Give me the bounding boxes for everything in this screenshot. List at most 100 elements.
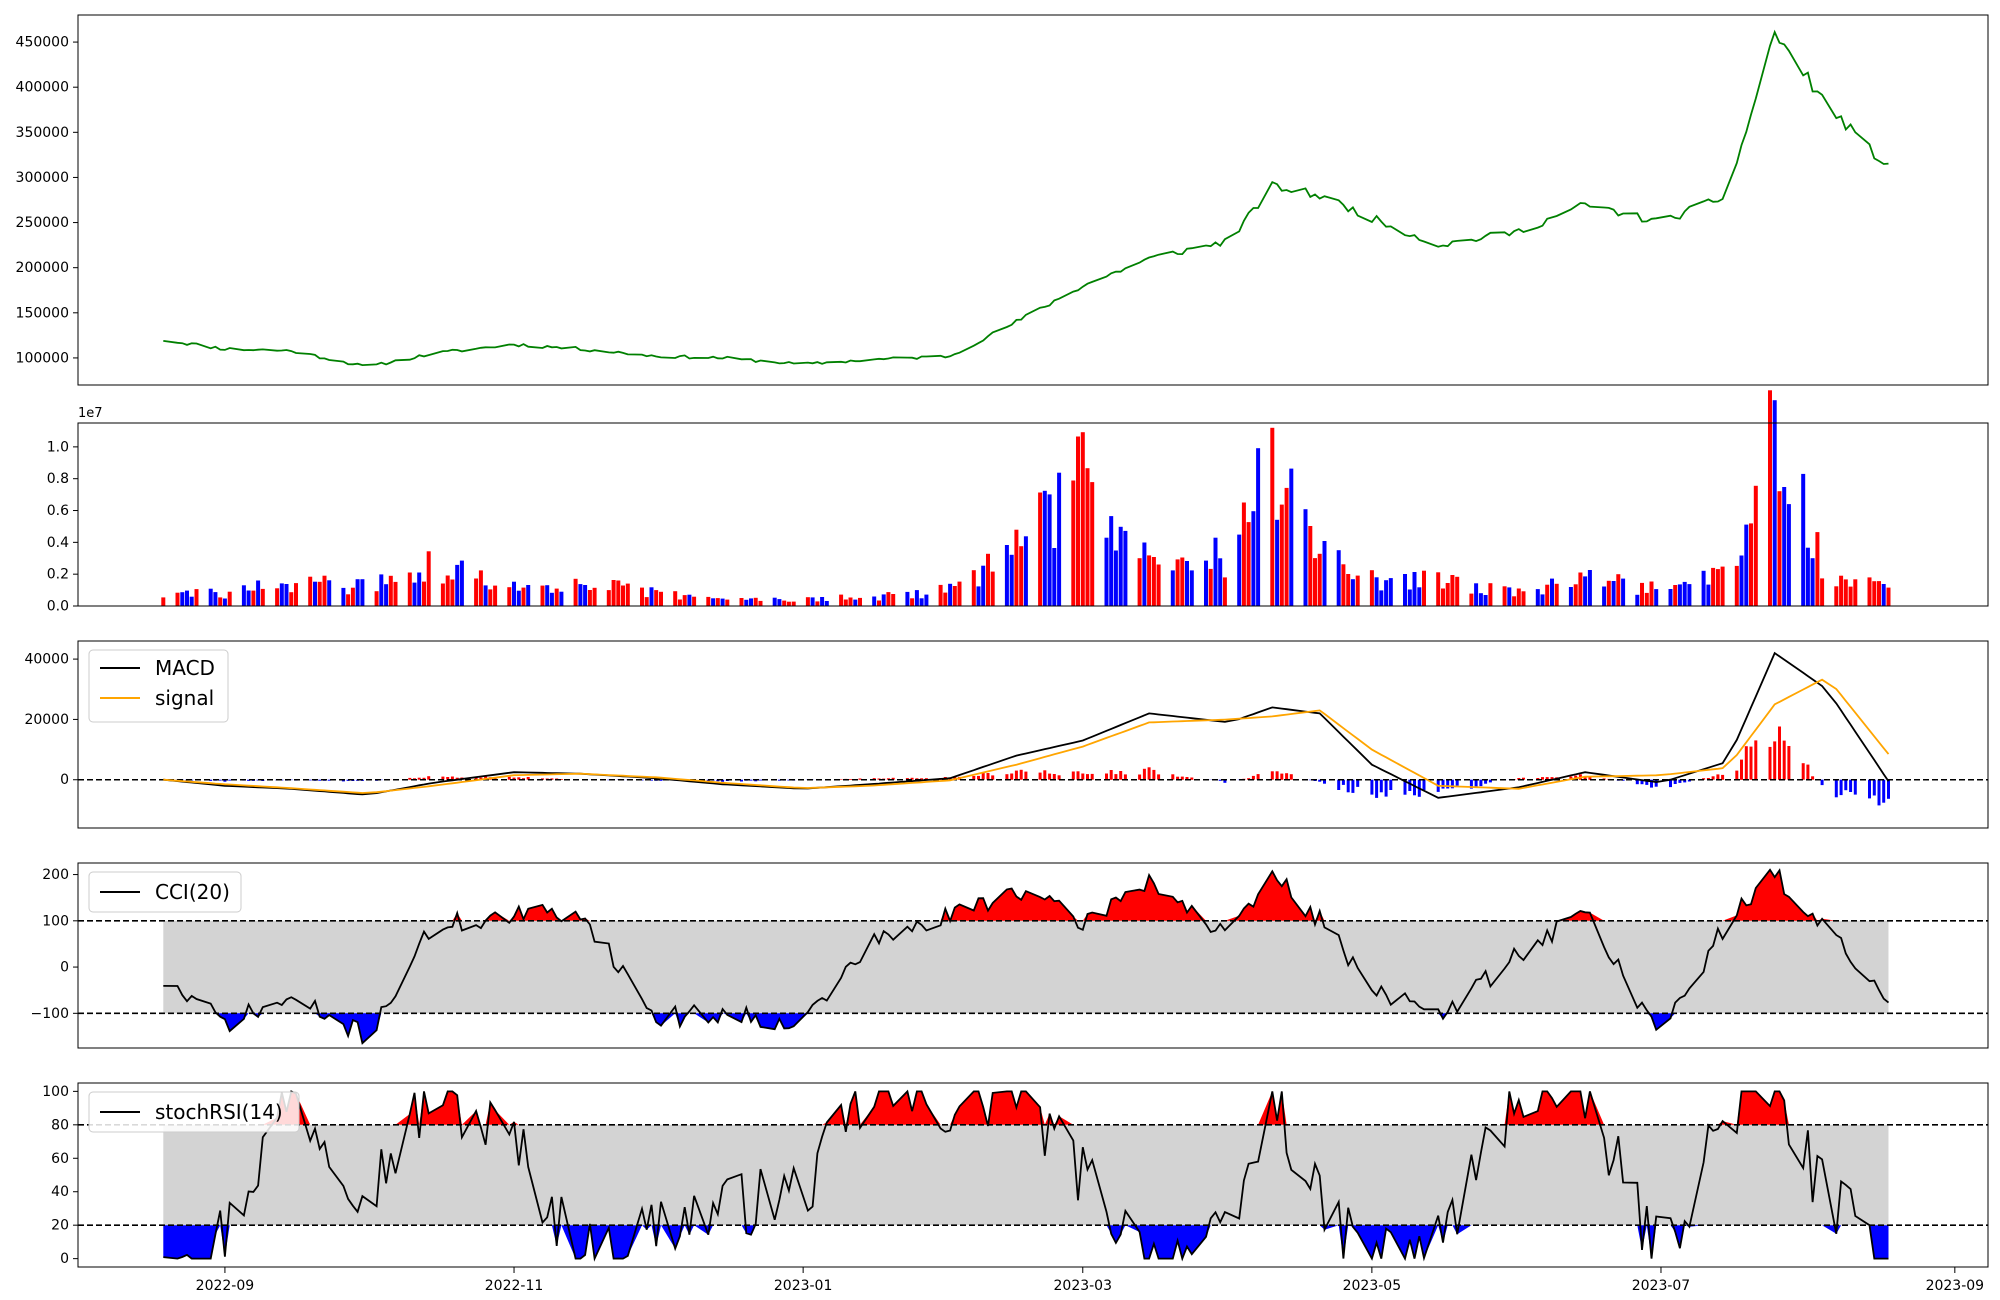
volume-bar (256, 580, 261, 606)
volume-bar (1189, 570, 1194, 606)
macd-histogram-bar (1778, 726, 1781, 780)
y-tick-label: 0 (60, 1251, 69, 1267)
volume-bar (488, 589, 493, 606)
macd-histogram-bar (1484, 779, 1488, 784)
macd-histogram-bar (1536, 778, 1540, 780)
volume-bar (1355, 575, 1360, 606)
volume-bar (587, 590, 592, 606)
volume-bar (1867, 577, 1872, 606)
volume-bar (1042, 490, 1047, 606)
volume-bar (1512, 596, 1517, 606)
volume-bar (986, 553, 990, 606)
volume-bar (1820, 578, 1825, 606)
volume-bar (592, 587, 597, 606)
macd-histogram-bar (1782, 740, 1786, 780)
volume-bar (1009, 554, 1014, 606)
macd-histogram-bar (1849, 779, 1853, 792)
macd-histogram-bar (1147, 767, 1151, 780)
macd-histogram-bar (849, 779, 852, 780)
volume-bar (644, 597, 649, 606)
volume-bar (649, 587, 654, 606)
plot-frame (77, 640, 1989, 829)
macd-histogram-bar (1744, 746, 1748, 780)
macd-histogram-bar (981, 772, 985, 780)
volume-bar (1782, 487, 1787, 606)
volume-bar (720, 598, 725, 606)
y-axis-price: 100000 150000 200000 250000 300000 350000 4000… (16, 35, 78, 366)
legend-label: MACD (155, 656, 215, 680)
legend: CCI(20) (88, 871, 242, 913)
volume-bar (616, 580, 621, 606)
volume-bar (640, 587, 644, 606)
macd-histogram-bar (493, 777, 497, 780)
volume-bar (507, 587, 512, 606)
volume-bar (521, 587, 526, 606)
volume-bar (516, 590, 521, 606)
volume-bar (872, 596, 877, 606)
volume-bar (659, 591, 663, 606)
volume-bar (578, 584, 583, 606)
volume-bar (1602, 586, 1607, 606)
volume-bar (1109, 516, 1114, 606)
macd-histogram-bar (1469, 779, 1473, 789)
volume-bar (185, 590, 189, 606)
macd-histogram-bar (1413, 779, 1416, 796)
macd-histogram-bar (526, 777, 530, 780)
macd-histogram-bar (920, 778, 924, 780)
neutral-band (163, 920, 1889, 1014)
series-line (163, 868, 1890, 1045)
macd-histogram-bar (1635, 779, 1639, 785)
volume-bar (810, 597, 815, 606)
volume-bar (1507, 587, 1512, 606)
macd-histogram-bar (872, 778, 876, 780)
volume-bar (393, 581, 398, 606)
volume-bar (1749, 523, 1753, 606)
volume-bar (284, 584, 289, 606)
volume-bar (749, 598, 753, 606)
overbought-fill (163, 869, 1889, 921)
volume-bar (1673, 585, 1678, 606)
macd-histogram-bar (986, 773, 990, 780)
macd-histogram-bar (1455, 779, 1459, 786)
volume-bar (1668, 589, 1673, 606)
macd-histogram-bar (777, 779, 781, 781)
macd-histogram-bar (1308, 779, 1312, 781)
macd-histogram-bar (1038, 772, 1042, 780)
volume-bar (1540, 594, 1545, 606)
y-tick-label: 0.8 (47, 471, 69, 487)
macd-histogram-bar (507, 776, 511, 780)
macd-histogram-bar (1218, 779, 1222, 781)
macd-histogram-bar (228, 779, 232, 781)
y-tick-label: 0.6 (47, 503, 69, 519)
volume-bar (313, 581, 317, 606)
macd-histogram-bar (1654, 779, 1658, 787)
macd-histogram-bar (721, 779, 725, 782)
volume-bar (1848, 586, 1853, 606)
y-tick-label: 20000 (24, 712, 69, 728)
macd-histogram-bar (1479, 779, 1483, 787)
volume-bar (886, 592, 891, 606)
y-tick-label: 150000 (16, 305, 69, 321)
volume-bar (990, 571, 995, 606)
volume-bar (384, 584, 389, 606)
volume-bar (839, 594, 844, 606)
macd-histogram-bar (1687, 779, 1691, 782)
volume-bar (417, 572, 422, 606)
volume-bar (1213, 537, 1218, 606)
volume-bar (161, 597, 166, 606)
x-tick-label: 2023-01 (774, 1278, 833, 1294)
y-tick-label: 200 (42, 867, 69, 883)
volume-bar (687, 594, 692, 606)
volume-bar (426, 551, 431, 606)
macd-histogram-bar (427, 776, 431, 780)
volume-bar (1057, 472, 1062, 606)
macd-histogram-bar (1285, 773, 1289, 780)
volume-bar (1080, 432, 1085, 606)
volume-bar (611, 580, 616, 606)
macd-histogram-bar (1408, 779, 1412, 791)
volume-bar (294, 583, 298, 606)
volume-bar (1218, 558, 1223, 606)
macd-histogram-bar (1014, 770, 1018, 780)
macd-histogram-bar (910, 777, 914, 780)
volume-bar (1711, 567, 1716, 606)
